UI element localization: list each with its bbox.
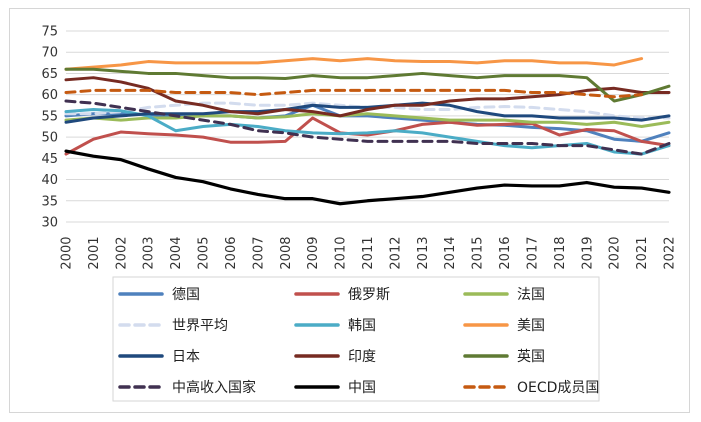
x-tick-label: 2009 xyxy=(306,237,321,270)
series-line xyxy=(64,108,671,156)
x-tick-label: 2017 xyxy=(525,237,540,270)
series-line xyxy=(64,112,671,128)
x-tick-label: 2000 xyxy=(60,237,75,270)
x-tick-label: 2007 xyxy=(251,237,266,270)
legend-label: 韩国 xyxy=(348,318,376,334)
x-tick-label: 2021 xyxy=(635,237,650,270)
legend-label: 日本 xyxy=(172,349,200,365)
x-tick-label: 2012 xyxy=(388,237,403,270)
legend-label: 世界平均 xyxy=(172,318,228,334)
y-tick-label: 50 xyxy=(41,131,58,146)
series-line xyxy=(64,101,671,124)
legend-label: 中国 xyxy=(348,380,376,396)
legend-box xyxy=(112,276,600,402)
legend-label: 俄罗斯 xyxy=(348,287,390,303)
x-axis-ticks: 2000 2001 2002 2003 2004 2005 2006 2007 2008 2009… xyxy=(60,236,678,269)
x-tick-label: 2003 xyxy=(142,237,157,270)
series-line xyxy=(64,103,671,143)
y-tick-label: 45 xyxy=(41,152,58,167)
x-tick-label: 2010 xyxy=(334,237,349,270)
x-tick-label: 2019 xyxy=(580,237,595,270)
series-line xyxy=(64,67,671,103)
x-tick-label: 2015 xyxy=(471,237,486,270)
series-lines xyxy=(64,57,671,206)
x-tick-label: 2006 xyxy=(224,236,239,269)
legend-label: 美国 xyxy=(517,318,545,334)
legend-label: 中高收入国家 xyxy=(172,379,256,396)
legend-label: 英国 xyxy=(517,348,545,365)
series-line xyxy=(64,149,671,206)
legend-label: 印度 xyxy=(348,349,376,365)
y-tick-label: 40 xyxy=(41,173,58,188)
y-tick-label: 70 xyxy=(41,46,58,61)
legend-label: 德国 xyxy=(172,287,200,303)
y-tick-label: 30 xyxy=(41,216,58,231)
x-tick-label: 2002 xyxy=(114,237,129,270)
y-axis-ticks: 30 35 40 45 50 55 60 65 70 75 xyxy=(41,25,58,231)
series-line xyxy=(64,116,671,156)
y-tick-label: 60 xyxy=(41,88,58,103)
x-tick-label: 2018 xyxy=(553,237,568,270)
y-tick-label: 65 xyxy=(41,67,58,82)
series-line xyxy=(64,99,671,156)
series-line xyxy=(64,88,644,99)
series-line xyxy=(64,57,644,71)
x-tick-label: 2008 xyxy=(279,237,294,270)
x-tick-label: 2013 xyxy=(416,237,431,270)
x-tick-label: 2022 xyxy=(663,237,678,270)
x-tick-label: 2016 xyxy=(498,236,513,269)
x-tick-label: 2005 xyxy=(197,237,212,270)
x-tick-label: 2020 xyxy=(608,237,623,270)
x-tick-label: 2011 xyxy=(361,237,376,270)
y-tick-label: 75 xyxy=(41,25,58,40)
x-tick-label: 2014 xyxy=(443,237,458,270)
y-tick-label: 35 xyxy=(41,194,58,209)
x-tick-label: 2004 xyxy=(169,237,184,270)
x-tick-label: 2001 xyxy=(87,237,102,270)
y-tick-label: 55 xyxy=(41,109,58,124)
legend-label: 法国 xyxy=(517,287,545,303)
legend-label: OECD成员国 xyxy=(517,380,599,396)
